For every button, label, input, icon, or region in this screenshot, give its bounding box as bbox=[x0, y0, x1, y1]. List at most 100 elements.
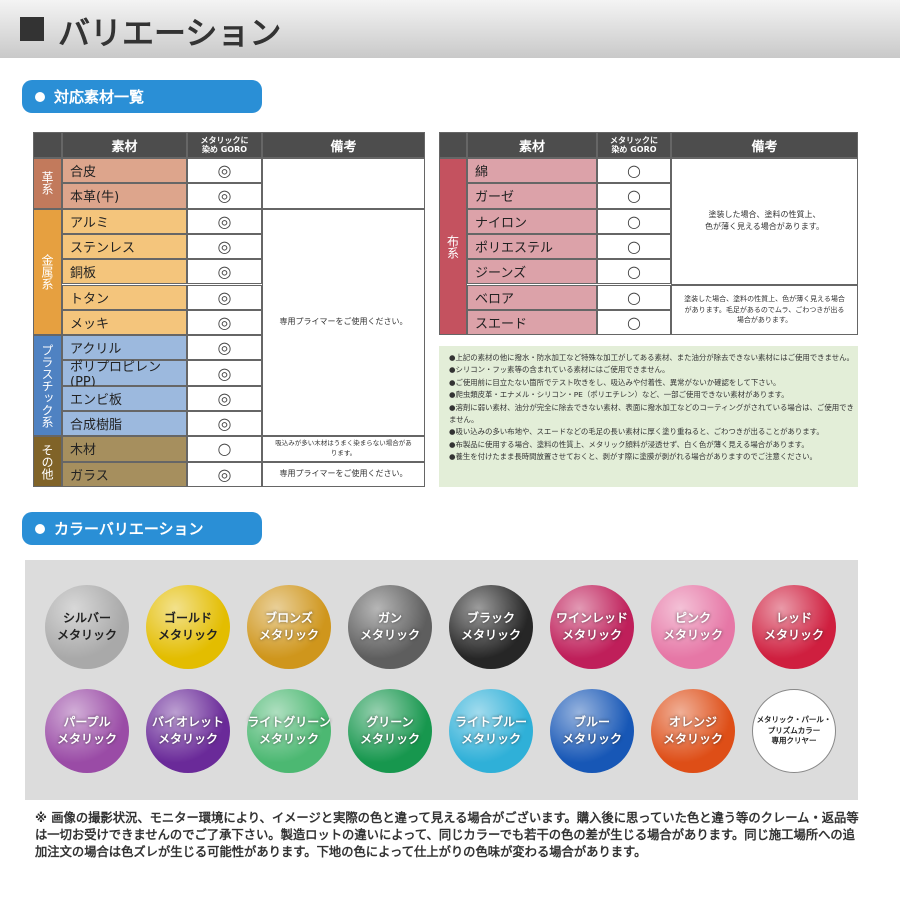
color-swatch bbox=[752, 689, 836, 773]
material-cell: アクリル bbox=[62, 335, 187, 361]
metallic-mark: ○ bbox=[597, 208, 671, 234]
color-label: メタリック・パール・ プリズムカラー 専用クリヤー bbox=[756, 715, 832, 746]
color-swatch bbox=[45, 689, 129, 773]
color-swatch bbox=[146, 689, 230, 773]
material-cell: ガラス bbox=[62, 461, 187, 487]
color-label: パープル メタリック bbox=[56, 715, 117, 746]
material-cell: ナイロン bbox=[467, 208, 597, 234]
material-cell: メッキ bbox=[62, 309, 187, 336]
note-item: ●シリコン・フッ素等の含まれている素材にはご使用できません。 bbox=[449, 365, 670, 375]
material-cell: 合皮 bbox=[62, 158, 187, 184]
metallic-mark: ◎ bbox=[187, 208, 262, 234]
material-cell: ステンレス bbox=[62, 233, 187, 260]
color-label: ゴールド メタリック bbox=[157, 611, 218, 642]
group-label: その他 bbox=[33, 436, 62, 487]
note-item: ●養生を付けたまま長時間放置させておくと、剥がす際に塗膜が剥がれる場合があります… bbox=[449, 452, 817, 462]
metallic-mark: ◎ bbox=[187, 284, 262, 310]
remark-cell: 専用プライマーをご使用ください。 bbox=[262, 461, 425, 487]
color-swatch bbox=[651, 689, 735, 773]
header-cell: 備考 bbox=[671, 132, 858, 158]
color-label: ガン メタリック bbox=[359, 611, 420, 642]
header-cell: メタリックに 染め GORO bbox=[187, 132, 262, 158]
section-title: カラーバリエーション bbox=[22, 512, 262, 545]
material-cell: ポリエステル bbox=[467, 233, 597, 260]
color-swatch bbox=[348, 689, 432, 773]
header-cell: 素材 bbox=[467, 132, 597, 158]
color-label: ブラック メタリック bbox=[460, 611, 521, 642]
header-bar bbox=[0, 0, 900, 58]
notes-box bbox=[439, 346, 858, 487]
metallic-mark: ◎ bbox=[187, 360, 262, 386]
metallic-mark: ◎ bbox=[187, 335, 262, 361]
metallic-mark: ◎ bbox=[187, 158, 262, 184]
color-label: ピンク メタリック bbox=[662, 611, 723, 642]
metallic-mark: ○ bbox=[597, 233, 671, 260]
metallic-mark: ○ bbox=[597, 183, 671, 209]
material-cell: 合成樹脂 bbox=[62, 411, 187, 437]
color-label: ライトグリーン メタリック bbox=[247, 715, 331, 746]
remark-cell: 専用プライマーをご使用ください。 bbox=[262, 208, 425, 437]
remark-cell: 塗装した場合、塗料の性質上、 色が薄く見える場合があります。 bbox=[671, 158, 858, 285]
material-cell: ベロア bbox=[467, 284, 597, 310]
color-label: バイオレット メタリック bbox=[151, 715, 224, 746]
note-item: ●溶剤に弱い素材、油分が完全に除去できない素材、表面に撥水加工などのコーティング… bbox=[449, 402, 854, 425]
color-swatch bbox=[449, 585, 533, 669]
metallic-mark: ◎ bbox=[187, 309, 262, 336]
color-swatch bbox=[550, 689, 634, 773]
notes-list: ●上記の素材の他に撥水・防水加工など特殊な加工がしてある素材、また油分が除去でき… bbox=[449, 352, 854, 464]
header-cell bbox=[33, 132, 62, 158]
note-item: ●爬虫類皮革・エナメル・シリコン・PE（ポリエチレン）など、一部ご使用できない素… bbox=[449, 390, 789, 400]
color-label: ブロンズ メタリック bbox=[258, 611, 319, 642]
color-swatch bbox=[146, 585, 230, 669]
color-label: グリーン メタリック bbox=[359, 715, 420, 746]
color-label: ワインレッド メタリック bbox=[555, 611, 628, 642]
material-cell: ポリプロピレン(PP) bbox=[62, 360, 187, 390]
color-swatch bbox=[752, 585, 836, 669]
color-label: レッド メタリック bbox=[763, 611, 824, 642]
color-label: ライトブルー メタリック bbox=[454, 715, 527, 746]
remark-cell bbox=[262, 158, 425, 209]
note-item: ●吸い込みの多い布地や、スエードなどの毛足の長い素材に厚く塗り重ねると、ごわつき… bbox=[449, 427, 824, 437]
metallic-mark: ○ bbox=[187, 436, 262, 462]
color-label: シルバー メタリック bbox=[56, 611, 117, 642]
group-label: 金属系 bbox=[33, 208, 62, 336]
color-label: ブルー メタリック bbox=[561, 715, 622, 746]
metallic-mark: ◎ bbox=[187, 259, 262, 285]
header-cell: メタリックに 染め GORO bbox=[597, 132, 671, 158]
group-label: プラスチック系 bbox=[33, 335, 62, 437]
color-swatch bbox=[550, 585, 634, 669]
note-item: ●ご使用前に目立たない箇所でテスト吹きをし、吸込みや付着性、異常がないか確認をし… bbox=[449, 377, 781, 387]
material-cell: トタン bbox=[62, 284, 187, 310]
color-swatch bbox=[247, 585, 331, 669]
material-cell: 綿 bbox=[467, 158, 597, 184]
color-swatch bbox=[449, 689, 533, 773]
color-swatch bbox=[45, 585, 129, 669]
header-square bbox=[20, 17, 44, 41]
material-cell: スエード bbox=[467, 309, 597, 336]
material-cell: エンビ板 bbox=[62, 385, 187, 411]
metallic-mark: ○ bbox=[597, 309, 671, 336]
group-label: 布系 bbox=[439, 158, 467, 336]
color-label: オレンジ メタリック bbox=[662, 715, 723, 746]
header-cell: 備考 bbox=[262, 132, 425, 158]
footer-note: ※ 画像の撮影状況、モニター環境により、イメージと実際の色と違って見える場合がご… bbox=[35, 811, 859, 859]
metallic-mark: ○ bbox=[597, 158, 671, 184]
color-swatch bbox=[348, 585, 432, 669]
metallic-mark: ○ bbox=[597, 284, 671, 310]
material-cell: ガーゼ bbox=[467, 183, 597, 209]
material-cell: 銅板 bbox=[62, 259, 187, 285]
note-item: ●布製品に使用する場合、塗料の性質上、メタリック顔料が浸透せず、白く色が薄く見え… bbox=[449, 439, 809, 449]
metallic-mark: ◎ bbox=[187, 233, 262, 260]
header-cell bbox=[439, 132, 467, 158]
remark-cell: 塗装した場合、塗料の性質上、色が薄く見える場合があります。毛足があるのでムラ、ご… bbox=[671, 284, 858, 336]
color-swatch bbox=[651, 585, 735, 669]
note-item: ●上記の素材の他に撥水・防水加工など特殊な加工がしてある素材、また油分が除去でき… bbox=[449, 353, 854, 362]
material-cell: 木材 bbox=[62, 436, 187, 462]
metallic-mark: ◎ bbox=[187, 385, 262, 411]
header-cell: 素材 bbox=[62, 132, 187, 158]
remark-cell: 吸込みが多い木材はうまく染まらない場合があります。 bbox=[262, 436, 425, 462]
group-label: 革系 bbox=[33, 158, 62, 209]
metallic-mark: ○ bbox=[597, 259, 671, 285]
material-cell: ジーンズ bbox=[467, 259, 597, 285]
